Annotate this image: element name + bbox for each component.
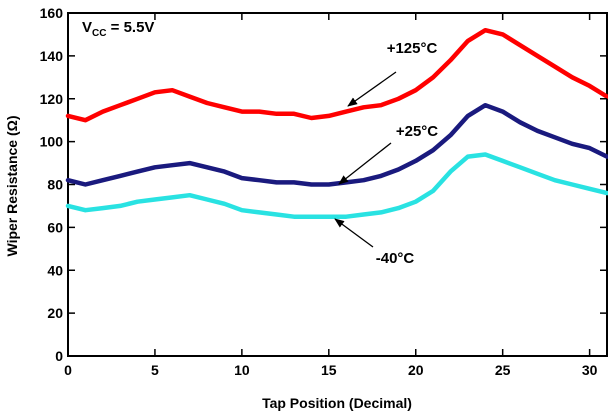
y-tick-label: 140 [40,48,64,64]
series-label: -40°C [376,250,415,267]
vcc-annotation-sub: CC [92,28,106,39]
series-label-layer: +125°C +25°C -40°C [334,40,438,267]
y-tick-label: 80 [47,177,63,193]
x-tick-label: 20 [408,362,424,378]
y-tick-label: 100 [40,134,64,150]
series-line-1 [65,102,608,187]
y-tick-label: 120 [40,91,64,107]
y-tick-label: 0 [55,348,63,364]
series-line-0 [65,27,608,123]
series-label-arrow [338,142,392,185]
y-axis-label: Wiper Resistance (Ω) [4,115,20,256]
x-axis-label: Tap Position (Decimal) [262,395,412,411]
x-tick-label: 25 [495,362,511,378]
x-tick-label: 0 [64,362,72,378]
series-layer [65,27,608,219]
x-tick-label: 5 [151,362,159,378]
x-tick-label: 30 [582,362,598,378]
y-tick-label: 160 [40,5,64,21]
vcc-annotation-rest: = 5.5V [106,19,154,36]
tick-layer: 0 20 40 60 80 100 120 140 160 0 5 10 15 20 25 30 [40,5,607,378]
series-line-2 [65,152,608,219]
series-label-arrow [334,218,374,248]
series-label-arrow [347,71,397,107]
y-tick-label: 20 [47,305,63,321]
x-tick-label: 15 [321,362,337,378]
vcc-annotation-v: V [82,19,92,36]
y-tick-label: 40 [47,262,63,278]
x-tick-label: 10 [234,362,250,378]
series-label: +25°C [396,123,438,140]
series-label: +125°C [387,40,438,57]
y-tick-label: 60 [47,219,63,235]
vcc-annotation: VCC = 5.5V [82,19,154,39]
